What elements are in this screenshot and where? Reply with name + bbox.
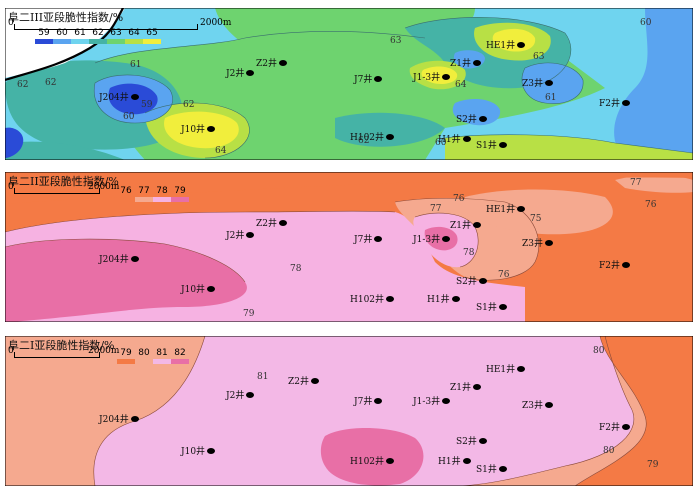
well-marker: J1-3井 (413, 394, 451, 407)
contour-label: 62 (358, 136, 370, 146)
contour-label: 76 (645, 200, 657, 210)
well-marker: J2井 (226, 388, 255, 401)
brittleness-map-panel-2: 阜二II亚段脆性指数/% 0 2000m 76 77 78 79 76 77 7… (5, 172, 693, 322)
contour-label: 60 (435, 138, 447, 148)
contour-label: 63 (390, 36, 402, 46)
contour-label: 77 (630, 178, 642, 188)
contour-map-3 (5, 336, 693, 486)
contour-map-2 (5, 172, 693, 322)
contour-label: 59 (141, 100, 153, 110)
well-marker: Z1井 (450, 56, 481, 69)
contour-label: 62 (17, 80, 29, 90)
contour-label: 78 (463, 248, 475, 258)
well-marker: F2井 (599, 96, 630, 109)
well-marker: F2井 (599, 258, 630, 271)
contour-label: 80 (603, 446, 615, 456)
well-marker: J7井 (354, 72, 383, 85)
contour-label: 64 (215, 146, 227, 156)
well-marker: Z2井 (256, 56, 287, 69)
well-marker: S2井 (456, 274, 487, 287)
contour-label: 75 (530, 214, 542, 224)
well-marker: J7井 (354, 394, 383, 407)
contour-label: 60 (640, 18, 652, 28)
well-marker: Z2井 (256, 216, 287, 229)
scale-bar: 0 2000m (8, 346, 120, 358)
well-marker: J1-3井 (413, 232, 451, 245)
well-marker: Z3井 (522, 236, 553, 249)
well-marker: J204井 (99, 90, 139, 103)
panel-title: 阜二II亚段脆性指数/% (8, 175, 119, 188)
contour-label: 80 (593, 346, 605, 356)
contour-label: 76 (453, 194, 465, 204)
well-marker: J10井 (181, 444, 216, 457)
well-marker: Z1井 (450, 218, 481, 231)
well-marker: J10井 (181, 122, 216, 135)
well-marker: HE1井 (486, 362, 526, 375)
well-marker: H1井 (438, 454, 471, 467)
well-marker: J7井 (354, 232, 383, 245)
well-marker: J2井 (226, 228, 255, 241)
panel-title: 阜二III亚段脆性指数/% (8, 11, 124, 24)
well-marker: Z3井 (522, 76, 553, 89)
well-marker: H1井 (438, 132, 471, 145)
well-marker: J1-3井 (413, 70, 451, 83)
well-marker: H102井 (350, 130, 395, 143)
contour-label: 60 (123, 112, 135, 122)
contour-label: 62 (183, 100, 195, 110)
well-marker: S2井 (456, 434, 487, 447)
contour-label: 79 (243, 309, 255, 319)
well-marker: F2井 (599, 420, 630, 433)
well-marker: J2井 (226, 66, 255, 79)
contour-label: 76 (498, 270, 510, 280)
well-marker: S2井 (456, 112, 487, 125)
panel-title: 阜二I亚段脆性指数/% (8, 339, 115, 352)
well-marker: H102井 (350, 292, 395, 305)
scale-bar: 0 2000m (8, 182, 120, 194)
contour-label: 78 (290, 264, 302, 274)
contour-label: 81 (257, 372, 269, 382)
well-marker: S1井 (476, 300, 507, 313)
scale-bar: 0 2000m (8, 18, 232, 30)
color-legend: 79 80 81 82 (117, 348, 189, 364)
brittleness-map-panel-1: 阜二III亚段脆性指数/% 0 2000m 59 60 61 62 63 64 … (5, 8, 693, 160)
well-marker: Z1井 (450, 380, 481, 393)
contour-label: 64 (455, 80, 467, 90)
color-legend: 76 77 78 79 (117, 186, 189, 202)
brittleness-map-panel-3: 阜二I亚段脆性指数/% 0 2000m 79 80 81 82 81 80 80… (5, 336, 693, 486)
well-marker: S1井 (476, 462, 507, 475)
well-marker: HE1井 (486, 38, 526, 51)
color-legend: 59 60 61 62 63 64 65 (35, 28, 161, 44)
well-marker: H1井 (427, 292, 460, 305)
well-marker: HE1井 (486, 202, 526, 215)
contour-label: 77 (430, 204, 442, 214)
contour-label: 62 (45, 78, 57, 88)
well-marker: J10井 (181, 282, 216, 295)
contour-label: 79 (647, 460, 659, 470)
well-marker: H102井 (350, 454, 395, 467)
well-marker: S1井 (476, 138, 507, 151)
well-marker: J204井 (99, 252, 139, 265)
well-marker: Z3井 (522, 398, 553, 411)
well-marker: J204井 (99, 412, 139, 425)
contour-label: 61 (130, 60, 142, 70)
contour-label: 63 (533, 52, 545, 62)
well-marker: Z2井 (288, 374, 319, 387)
contour-label: 61 (545, 93, 557, 103)
